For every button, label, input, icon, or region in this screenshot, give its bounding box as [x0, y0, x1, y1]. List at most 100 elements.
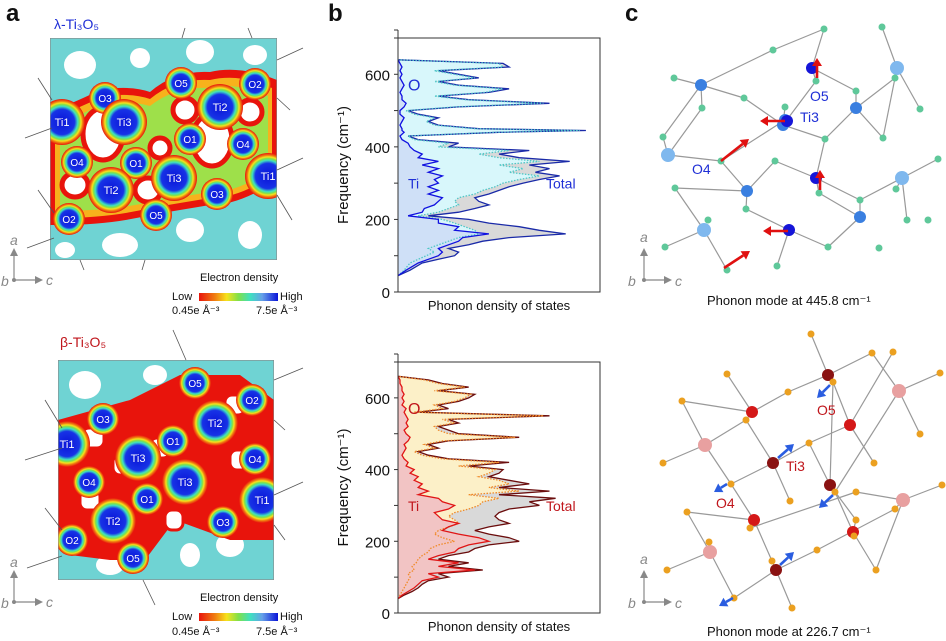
atom-density-ti3 — [101, 99, 147, 145]
atom-label: O3 — [216, 518, 230, 529]
bond — [827, 352, 873, 376]
axis-label-b-bottom: b — [1, 595, 9, 611]
o-atom — [820, 25, 828, 33]
bond — [859, 177, 903, 201]
atom-density-o4 — [239, 443, 271, 475]
bond — [901, 177, 908, 221]
colorbar-min: 0.45e Å⁻³ — [172, 305, 220, 317]
bond — [666, 551, 711, 571]
arrow-head — [714, 483, 724, 493]
beta-density-map: O5 O2 O3 Ti2 Ti1 O1 Ti3 O4 O4 Ti3 O1 Ti1 Ti2 O3 O2 O5 — [58, 360, 274, 580]
axis-triad-a-bottom — [10, 570, 43, 606]
bond — [788, 229, 829, 248]
atom-label: O5 — [174, 79, 188, 90]
ti3-atom — [770, 564, 782, 576]
atom-density-o5 — [117, 542, 149, 574]
o-atom — [889, 348, 897, 356]
annotation-total: Total — [546, 176, 576, 192]
o-atom — [704, 216, 712, 224]
o-atom — [671, 184, 679, 192]
displacement-arrow — [725, 596, 734, 604]
atom-label: O2 — [248, 80, 262, 91]
bond — [776, 229, 790, 267]
atom-density-o1 — [157, 425, 189, 457]
ti3-atom — [767, 457, 779, 469]
axis-label-a-bottom: a — [10, 554, 18, 570]
atom-label: O3 — [98, 94, 112, 105]
atom-label: Ti3 — [167, 173, 182, 185]
y-tick-label: 400 — [365, 140, 390, 157]
o-atom — [661, 243, 669, 251]
atom-label: O4 — [82, 478, 96, 489]
atom-label: O4 — [236, 140, 250, 151]
bond — [704, 444, 732, 485]
dos-chart-beta: 0 200 400 600 Frequency (cm⁻¹) Phonon density… — [335, 353, 601, 634]
o-atom — [879, 134, 887, 142]
o-atom — [903, 216, 911, 224]
colorbar-min-bottom: 0.45e Å⁻³ — [172, 626, 220, 638]
atom-label: O2 — [65, 536, 79, 547]
bond — [815, 177, 861, 201]
annotation-total: Total — [546, 498, 576, 514]
atom-label: Ti1 — [255, 495, 270, 507]
atom-label: Ti3 — [131, 453, 146, 465]
bond — [662, 84, 702, 138]
ti-atom-light — [661, 148, 675, 162]
atom-label-o4: O4 — [692, 161, 711, 177]
bond — [749, 491, 857, 529]
atom-density-o3 — [87, 403, 119, 435]
atom-density-o5 — [140, 199, 172, 231]
colorbar-low-bottom: Low — [172, 611, 193, 623]
series-line-o — [397, 59, 580, 277]
o-atom — [807, 330, 815, 338]
bond — [811, 28, 825, 69]
o-atom — [659, 133, 667, 141]
o-atom — [813, 546, 821, 554]
arrow-head — [784, 444, 794, 454]
ti3-atom — [824, 479, 836, 491]
bond — [674, 187, 748, 192]
atom-density-ti2 — [90, 498, 136, 544]
o-atom — [663, 566, 671, 574]
bond — [832, 381, 851, 426]
bond — [772, 442, 810, 464]
ti-atom-light — [892, 384, 906, 398]
axis-label-c: c — [675, 595, 682, 611]
beta-title: β-Ti₃O₅ — [60, 334, 107, 350]
y-tick-label: 400 — [365, 463, 390, 480]
o-atom — [852, 87, 860, 95]
annotation-ti: Ti — [408, 176, 419, 192]
panel-letter-c: c — [625, 0, 639, 27]
ti-atom-light — [698, 438, 712, 452]
bond — [808, 424, 851, 444]
atom-density-o3 — [201, 178, 233, 210]
o-atom — [850, 532, 858, 540]
bond — [681, 400, 753, 413]
atom-label: Ti2 — [213, 102, 228, 114]
displacement-arrow — [779, 556, 790, 566]
atom-label: O4 — [70, 158, 84, 169]
colorbar-low: Low — [172, 291, 193, 303]
axis-triad-a-top — [10, 248, 43, 284]
y-axis-label: Frequency (cm⁻¹) — [335, 106, 352, 224]
bond — [811, 67, 857, 92]
atom-density-ti2 — [88, 167, 134, 213]
axis-label-b: b — [1, 273, 9, 289]
bond — [681, 400, 706, 446]
atom-density-ti2 — [192, 400, 238, 446]
atom-density-ti3 — [115, 435, 161, 481]
bond — [745, 208, 790, 231]
o-atom — [868, 349, 876, 357]
o-atom — [727, 480, 735, 488]
panel-letter-a: a — [6, 0, 20, 27]
o-atom — [723, 370, 731, 378]
bond — [775, 549, 818, 571]
o-atom — [852, 516, 860, 524]
o-atom — [831, 488, 839, 496]
atom-label: Ti2 — [106, 516, 121, 528]
ti3-atom — [781, 115, 793, 127]
axis-label-c: c — [675, 273, 682, 289]
lambda-title: λ-Ti₃O₅ — [54, 16, 100, 32]
series-fill-ti — [398, 376, 489, 599]
bond — [733, 569, 777, 599]
